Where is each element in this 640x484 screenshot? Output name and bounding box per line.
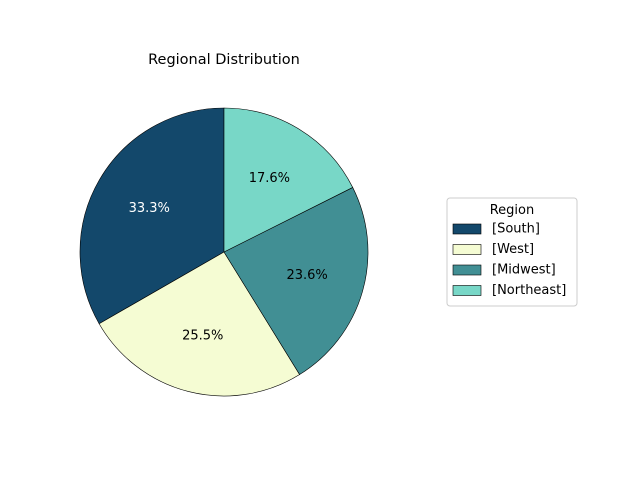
pie-slice-4 [223, 107, 354, 253]
pie-value-labels: 33.3% 25.5% 23.6% 17.6% [129, 171, 328, 343]
chart-legend: Region [South] [West] [Midwest] [Northeast] [446, 197, 578, 307]
pie-value-label-4: 17.6% [249, 171, 290, 186]
legend-label-1: [South] [492, 222, 540, 237]
legend-swatch-2 [452, 244, 482, 255]
pie-slice-2 [98, 251, 300, 397]
legend-title: Region [490, 203, 535, 218]
chart-title: Regional Distribution [148, 52, 300, 68]
legend-swatch-1 [452, 223, 482, 235]
legend-label-4: [Northeast] [492, 283, 566, 298]
pie-slice-1 [79, 107, 225, 325]
legend-label-3: [Midwest] [492, 263, 556, 278]
legend-swatch-3 [452, 264, 482, 276]
pie-slices [79, 107, 369, 397]
pie-value-label-3: 23.6% [286, 268, 327, 283]
legend-label-2: [West] [492, 242, 534, 257]
pie-value-label-2: 25.5% [182, 328, 223, 343]
pie-value-label-1: 33.3% [129, 201, 170, 216]
legend-entries: [South] [West] [Midwest] [Northeast] [452, 222, 566, 298]
legend-swatch-4 [452, 285, 482, 296]
